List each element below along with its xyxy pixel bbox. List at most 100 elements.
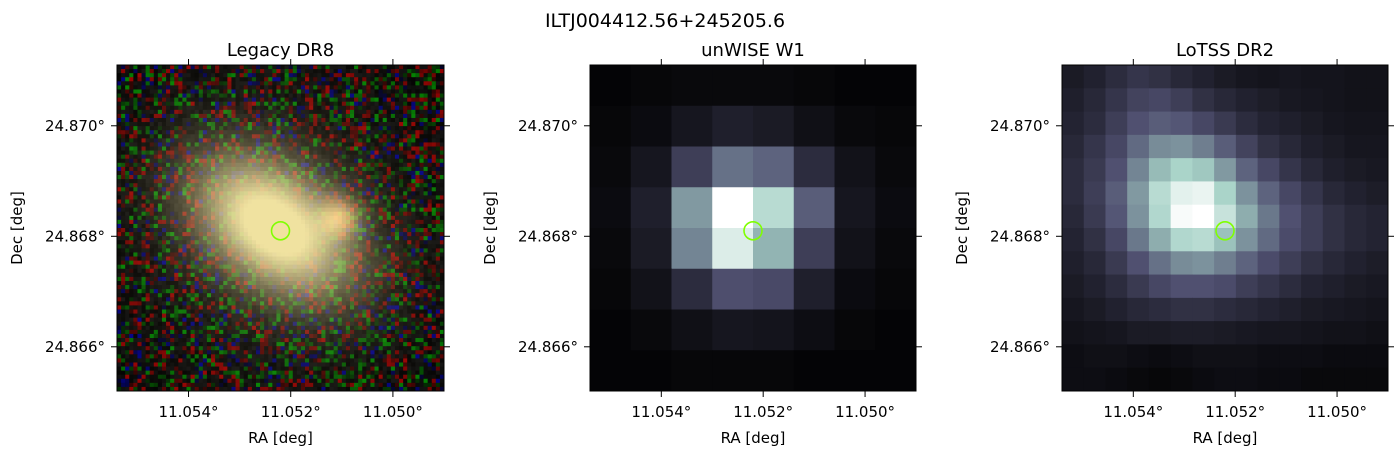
heatmap-cell <box>1170 274 1193 299</box>
heatmap-cell <box>1279 321 1302 345</box>
heatmap-cell <box>1366 181 1389 206</box>
heatmap-cell <box>875 105 917 147</box>
heatmap-cell <box>1279 134 1302 159</box>
heatmap-cell <box>630 187 672 229</box>
heatmap-cell <box>1235 204 1259 229</box>
heatmap-cell <box>1301 65 1324 89</box>
heatmap-cell <box>1062 367 1085 392</box>
heatmap-cell <box>1279 367 1302 392</box>
x-axis-label: RA [deg] <box>248 429 313 447</box>
heatmap-cell <box>1148 367 1172 392</box>
heatmap-cell <box>1257 274 1280 299</box>
heatmap-cell <box>1322 321 1346 345</box>
heatmap-cell <box>1322 134 1346 159</box>
heatmap-cell <box>1344 228 1367 252</box>
heatmap-cell <box>1366 297 1389 322</box>
heatmap-cell <box>1083 134 1106 159</box>
heatmap-cell <box>671 309 713 351</box>
axes-frame <box>116 64 445 392</box>
y-tick-label: 24.866° <box>518 338 578 356</box>
heatmap-cell <box>1214 181 1237 206</box>
heatmap-cell <box>1366 158 1389 182</box>
heatmap-cell <box>1170 181 1193 206</box>
heatmap-cell <box>1148 297 1172 322</box>
heatmap-cell <box>1105 111 1128 136</box>
heatmap-cell <box>1235 65 1259 89</box>
heatmap-cell <box>1083 297 1106 322</box>
x-tick-label: 11.052° <box>261 403 321 421</box>
heatmap-cell <box>671 146 713 188</box>
heatmap-cell <box>671 65 713 107</box>
heatmap-cell <box>753 228 795 270</box>
heatmap-cell <box>1279 111 1302 136</box>
heatmap-cell <box>1214 297 1237 322</box>
heatmap-cell <box>1062 297 1085 322</box>
heatmap-cell <box>1301 321 1324 345</box>
heatmap-cell <box>1170 228 1193 252</box>
heatmap-cell <box>834 228 876 270</box>
heatmap-cell <box>1127 204 1150 229</box>
heatmap-cell <box>875 146 917 188</box>
panel-image <box>1062 65 1389 392</box>
heatmap-cell <box>1322 204 1346 229</box>
heatmap-cell <box>1235 274 1259 299</box>
heatmap-cell <box>1127 321 1150 345</box>
heatmap-cell <box>1257 228 1280 252</box>
heatmap-cell <box>1344 88 1367 113</box>
heatmap-cell <box>630 268 672 310</box>
heatmap-cell <box>1257 297 1280 322</box>
heatmap-cell <box>1344 274 1367 299</box>
x-tick-label: 11.050° <box>363 403 423 421</box>
source-marker <box>1215 220 1235 241</box>
heatmap-cell <box>1301 181 1324 206</box>
axes-frame <box>589 64 917 392</box>
heatmap-cell <box>1366 344 1389 369</box>
heatmap-cell <box>1083 251 1106 276</box>
heatmap-cell <box>1322 65 1346 89</box>
heatmap-cell <box>1366 367 1389 392</box>
heatmap-cell <box>712 187 754 229</box>
figure-suptitle: ILTJ004412.56+245205.6 <box>545 10 785 32</box>
y-tick-label: 24.868° <box>518 227 578 245</box>
heatmap-cell <box>834 105 876 147</box>
x-tick-label: 11.054° <box>631 403 691 421</box>
x-tick-label: 11.054° <box>159 403 219 421</box>
heatmap-cell <box>1366 321 1389 345</box>
heatmap-cell <box>1366 228 1389 252</box>
heatmap-cell <box>712 309 754 351</box>
heatmap-cell <box>1322 111 1346 136</box>
heatmap-cell <box>1235 134 1259 159</box>
heatmap-cell <box>712 228 754 270</box>
heatmap-cell <box>1279 274 1302 299</box>
heatmap-cell <box>1062 228 1085 252</box>
heatmap-cell <box>1083 181 1106 206</box>
heatmap-cell <box>1148 274 1172 299</box>
heatmap-cell <box>1127 344 1150 369</box>
heatmap-cell <box>630 309 672 351</box>
heatmap-cell <box>1344 181 1367 206</box>
panel-image <box>117 65 445 392</box>
heatmap-cell <box>1214 65 1237 89</box>
heatmap-cell <box>1192 228 1215 252</box>
heatmap-cell <box>1170 204 1193 229</box>
heatmap-cell <box>753 105 795 147</box>
heatmap-cell <box>671 268 713 310</box>
heatmap-cell <box>1279 344 1302 369</box>
heatmap-cell <box>1257 367 1280 392</box>
heatmap-cell <box>1105 251 1128 276</box>
heatmap-cell <box>1192 251 1215 276</box>
heatmap-cell <box>1148 65 1172 89</box>
heatmap-cell <box>1366 204 1389 229</box>
x-axis-label: RA [deg] <box>1193 429 1258 447</box>
heatmap-cell <box>1148 344 1172 369</box>
heatmap-cell <box>793 65 835 107</box>
heatmap-cell <box>1192 367 1215 392</box>
y-tick-label: 24.870° <box>45 117 105 135</box>
heatmap-cell <box>1148 111 1172 136</box>
heatmap-cell <box>1214 134 1237 159</box>
heatmap-cell <box>1062 181 1085 206</box>
panel-1: 11.054° 11.052° 11.050° 24.870° 24.868° 24.86… <box>8 40 450 447</box>
heatmap-cell <box>590 309 632 351</box>
heatmap-cell <box>875 309 917 351</box>
heatmap-cell <box>1344 134 1367 159</box>
